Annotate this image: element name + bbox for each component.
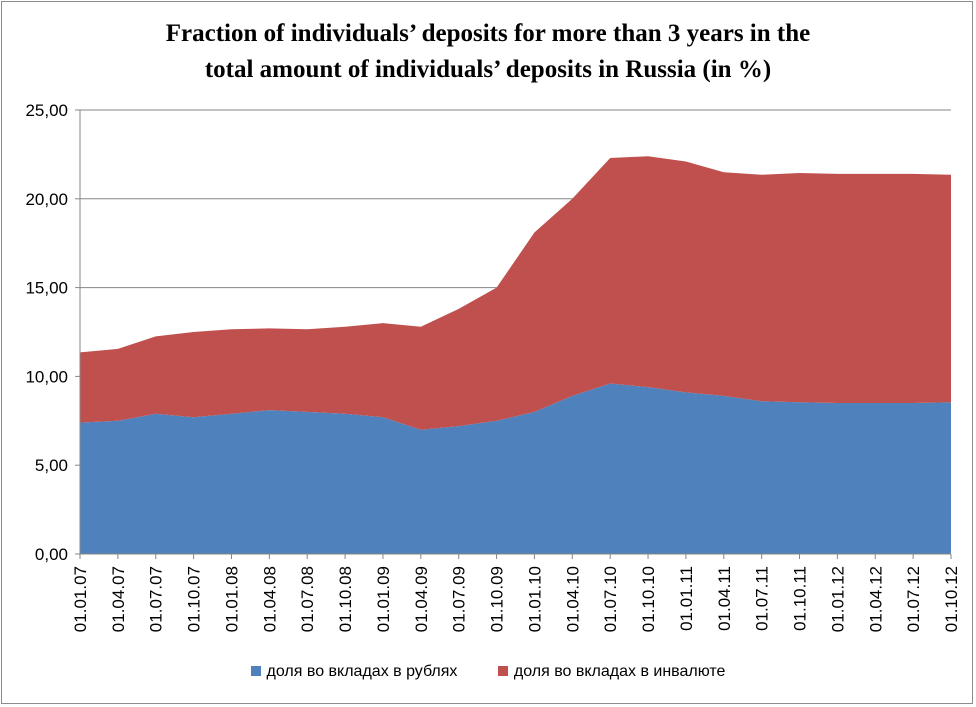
legend-swatch-fx [497,666,508,676]
chart-title-line-2: total amount of individuals’ deposits in… [204,56,772,83]
x-tick-label: 01.04.07 [109,566,128,632]
x-tick-label: 01.10.12 [942,566,961,632]
x-tick-label: 01.01.09 [374,566,393,632]
y-tick-label: 0,00 [35,545,68,564]
x-tick-label: 01.01.12 [828,566,847,632]
x-tick-label: 01.04.12 [866,566,885,632]
x-tick-label: 01.04.11 [715,566,734,631]
x-tick-label: 01.07.11 [753,566,772,631]
x-tick-label: 01.10.08 [336,566,355,632]
series-area-1 [80,156,951,430]
chart-title: Fraction of individuals’ deposits for mo… [0,16,976,88]
x-tick-label: 01.04.10 [563,566,582,632]
legend-item-fx: доля во вкладах в инвалюте [497,663,726,681]
x-tick-label: 01.10.10 [639,566,658,632]
axes [75,109,952,559]
series-area-0 [80,383,951,554]
y-tick-label: 15,00 [25,279,68,298]
x-tick-label: 01.07.10 [601,566,620,632]
x-tick-label: 01.10.07 [185,566,204,632]
x-tick-label: 01.07.07 [147,566,166,632]
x-tick-label: 01.04.09 [412,566,431,632]
y-tick-label: 10,00 [25,367,68,386]
y-tick-label: 25,00 [25,101,68,120]
x-tick-label: 01.10.09 [488,566,507,632]
legend-label-fx: доля во вкладах в инвалюте [513,663,726,680]
y-tick-label: 5,00 [35,456,68,475]
legend-label-rub: доля во вкладах в рублях [266,663,458,680]
x-tick-label: 01.10.11 [791,566,810,631]
series-areas [79,156,952,554]
x-axis-ticks: 01.01.07 01.04.07 01.07.07 01.10.07 01.01.08… [71,566,961,632]
x-tick-label: 01.01.08 [222,566,241,632]
x-tick-label: 01.04.08 [260,566,279,632]
x-tick-label: 01.07.12 [904,566,923,632]
legend-item-rub: доля во вкладах в рублях [250,663,458,681]
x-tick-label: 01.07.09 [450,566,469,632]
x-tick-label: 01.01.10 [525,566,544,632]
x-tick-label: 01.01.07 [71,566,90,632]
x-tick-label: 01.01.11 [677,566,696,631]
legend: доля во вкладах в рублях доля во вкладах… [0,663,976,681]
x-tick-label: 01.07.08 [298,566,317,632]
y-tick-label: 20,00 [25,190,68,209]
y-axis-ticks: 0,00 5,00 10,00 15,00 20,00 25,00 [25,101,68,564]
legend-swatch-rub [250,666,261,676]
chart-title-line-1: Fraction of individuals’ deposits for mo… [165,20,811,47]
